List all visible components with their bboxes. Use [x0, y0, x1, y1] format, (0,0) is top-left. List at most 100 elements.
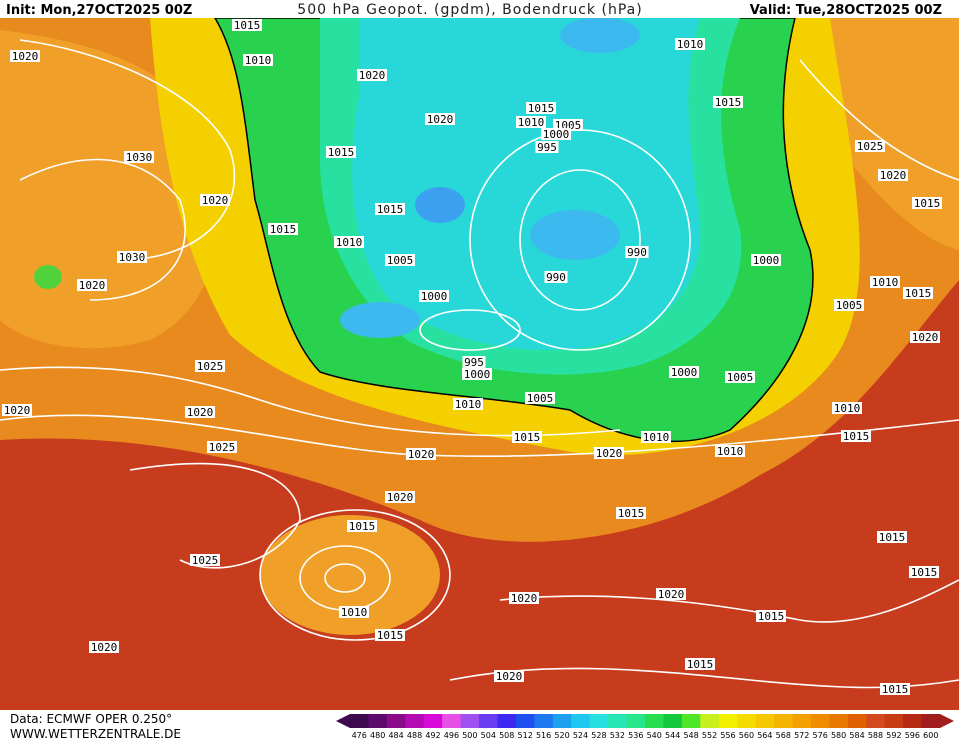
colorbar-swatch [792, 714, 812, 728]
isobar-label: 995 [537, 141, 557, 154]
isobar-label: 1010 [717, 445, 744, 458]
isobar-label: 1015 [879, 531, 906, 544]
colorbar-label: 480 [370, 731, 385, 740]
colorbar-swatch [884, 714, 904, 728]
isobar-label-box [375, 203, 405, 215]
isobar-label-box [357, 69, 387, 81]
colorbar-swatch [737, 714, 757, 728]
isobar-label: 1015 [234, 19, 261, 32]
isobar-label-box [77, 279, 107, 291]
colorbar-label: 564 [757, 731, 772, 740]
isobar-label-box [669, 366, 699, 378]
colorbar-swatch [866, 714, 886, 728]
isobar-label-box [675, 38, 705, 50]
colorbar-label: 552 [702, 731, 717, 740]
colorbar-swatch [755, 714, 775, 728]
isobar-label: 1015 [514, 431, 541, 444]
isobar-label-box [200, 194, 230, 206]
colorbar-swatch [921, 714, 941, 728]
isobar-label: 990 [627, 246, 647, 259]
init-time: Init: Mon,27OCT2025 00Z [6, 3, 192, 18]
isobar-label-box [494, 670, 524, 682]
colorbar-swatch [903, 714, 923, 728]
isobar-label-box [713, 96, 743, 108]
colorbar-swatch [534, 714, 554, 728]
isobar-label: 1015 [905, 287, 932, 300]
isobar-label: 1020 [79, 279, 106, 292]
isobar-label-box [509, 592, 539, 604]
isobar-label: 1010 [834, 402, 861, 415]
colorbar-label: 508 [499, 731, 514, 740]
colorbar-swatch [405, 714, 425, 728]
isobar-label: 1010 [643, 431, 670, 444]
isobar [419, 309, 521, 351]
blue-zone [340, 302, 420, 338]
isobar-label: 1015 [914, 197, 941, 210]
colorbar-label: 524 [573, 731, 588, 740]
light-orange-zone [830, 18, 959, 250]
isobar-label: 1020 [359, 69, 386, 82]
isobar-label-box [243, 54, 273, 66]
isobar-label-box [725, 371, 755, 383]
colorbar-label: 484 [388, 731, 403, 740]
isobar-label: 1030 [126, 151, 153, 164]
blue-zone [415, 187, 465, 223]
isobar-label: 1020 [427, 113, 454, 126]
isobar-label: 1020 [408, 448, 435, 461]
colorbar-label: 516 [536, 731, 551, 740]
isobar-label-box [841, 430, 871, 442]
isobar-label: 1010 [336, 236, 363, 249]
low-zone [260, 515, 440, 635]
isobar-label: 1015 [328, 146, 355, 159]
isobar-label-box [268, 223, 298, 235]
colorbar-label: 492 [425, 731, 440, 740]
isobar-label-box [419, 290, 449, 302]
colorbar: 476 480 484 488 492 496 500 504 508 512 516 520 524 5… [336, 714, 954, 740]
isobar-label-box [834, 299, 864, 311]
isobar-label: 1020 [187, 406, 214, 419]
map-title: 500 hPa Geopot. (gpdm), Bodendruck (hPa) [297, 2, 642, 18]
isobar-label-box [832, 402, 862, 414]
isobar-label-box [625, 246, 649, 258]
isobar-label-box [385, 491, 415, 503]
colorbar-swatch [829, 714, 849, 728]
colorbar-swatch [608, 714, 628, 728]
colorbar-label: 532 [610, 731, 625, 740]
isobar-label: 1010 [455, 398, 482, 411]
colorbar-label: 512 [518, 731, 533, 740]
isobar [324, 563, 366, 593]
website: WWW.WETTERZENTRALE.DE [10, 727, 181, 741]
small-green-zone [34, 265, 62, 289]
isobar-label-box [124, 151, 154, 163]
isobar-label-box [909, 566, 939, 578]
colorbar-arrow [940, 714, 954, 728]
isobar-label: 1015 [687, 658, 714, 671]
isobar-label-box [512, 431, 542, 443]
isobar-label: 1000 [753, 254, 780, 267]
isobar-label: 990 [546, 271, 566, 284]
colorbar-swatch [571, 714, 591, 728]
isobar-label-box [375, 629, 405, 641]
colorbar-label: 592 [886, 731, 901, 740]
isobar-label: 1015 [618, 507, 645, 520]
isobar-label-box [326, 146, 356, 158]
colorbar-swatch [589, 714, 609, 728]
isobar-label-box [190, 554, 220, 566]
isobar-label-box [406, 448, 436, 460]
isobar-label: 1025 [192, 554, 219, 567]
isobar [799, 59, 959, 181]
isobar [19, 39, 236, 261]
colorbar-swatch [497, 714, 517, 728]
isobar-label: 1025 [857, 140, 884, 153]
isobar-label: 1020 [202, 194, 229, 207]
isobar-label: 1000 [543, 128, 570, 141]
isobar-label-box [903, 287, 933, 299]
isobar-label: 1025 [209, 441, 236, 454]
isobar-label: 1020 [658, 588, 685, 601]
isobar-label-box [462, 368, 492, 380]
isobar [519, 169, 641, 311]
isobar-label-box [339, 606, 369, 618]
isobar-label-box [525, 392, 555, 404]
isobar-label-box [594, 447, 624, 459]
